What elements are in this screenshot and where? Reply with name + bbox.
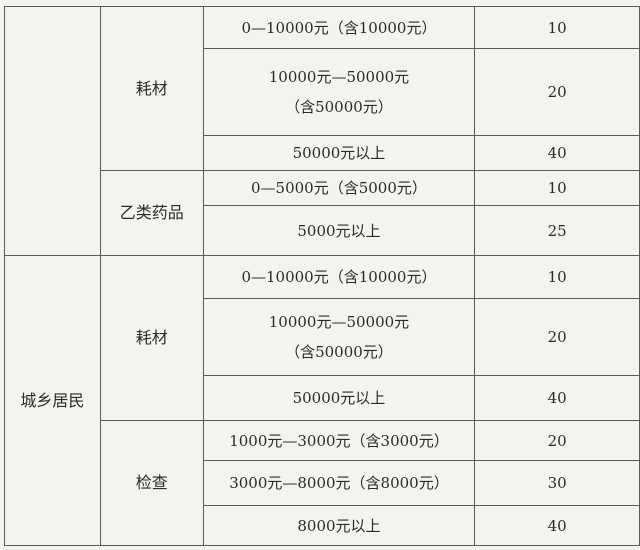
range-cell: 5000元以上 bbox=[202, 205, 476, 256]
range-cell: 1000元—3000元（含3000元） bbox=[202, 420, 476, 461]
table-row: 50000元以上 40 bbox=[5, 375, 640, 421]
range-cell: 50000元以上 bbox=[202, 375, 476, 421]
value-cell: 40 bbox=[474, 135, 640, 171]
range-cell: 10000元—50000元 （含50000元） bbox=[202, 298, 476, 376]
range-cell: 50000元以上 bbox=[202, 135, 476, 171]
category-cell: 检查 bbox=[99, 420, 204, 546]
reimbursement-table: 耗材 0—10000元（含10000元） 10 10000元—50000元 （含5… bbox=[4, 6, 640, 546]
group-cell: 城乡居民 bbox=[4, 255, 101, 546]
value-cell: 10 bbox=[474, 170, 640, 206]
range-cell: 8000元以上 bbox=[202, 505, 476, 546]
table-row: 10000元—50000元 （含50000元） 20 bbox=[5, 48, 640, 136]
table-row: 5000元以上 25 bbox=[5, 205, 640, 256]
table-row: 乙类药品 0—5000元（含5000元） 10 bbox=[5, 170, 640, 256]
value-cell: 10 bbox=[474, 6, 640, 49]
table-row: 城乡居民 耗材 0—10000元（含10000元） 10 bbox=[4, 255, 640, 546]
value-cell: 20 bbox=[474, 420, 640, 461]
range-cell: 3000元—8000元（含8000元） bbox=[202, 460, 476, 506]
table-row: 耗材 0—10000元（含10000元） 10 bbox=[4, 6, 640, 256]
table-row: 10000元—50000元 （含50000元） 20 bbox=[5, 298, 640, 376]
table-row: 8000元以上 40 bbox=[5, 505, 640, 546]
category-cell: 乙类药品 bbox=[99, 170, 204, 256]
category-cell: 耗材 bbox=[99, 255, 204, 421]
table-row: 检查 1000元—3000元（含3000元） 20 bbox=[5, 420, 640, 546]
value-cell: 10 bbox=[474, 255, 640, 299]
table-row: 50000元以上 40 bbox=[5, 135, 640, 171]
value-cell: 40 bbox=[474, 375, 640, 421]
range-line: （含50000元） bbox=[285, 98, 393, 116]
range-cell: 0—10000元（含10000元） bbox=[202, 6, 476, 49]
range-cell: 10000元—50000元 （含50000元） bbox=[202, 48, 476, 136]
range-cell: 0—10000元（含10000元） bbox=[202, 255, 476, 299]
value-cell: 20 bbox=[474, 48, 640, 136]
range-cell: 0—5000元（含5000元） bbox=[202, 170, 476, 206]
value-cell: 40 bbox=[474, 505, 640, 546]
range-line: （含50000元） bbox=[285, 343, 393, 361]
value-cell: 25 bbox=[474, 205, 640, 256]
value-cell: 30 bbox=[474, 460, 640, 506]
category-cell: 耗材 bbox=[99, 6, 204, 171]
group-cell bbox=[4, 6, 101, 256]
range-line: 10000元—50000元 bbox=[268, 68, 410, 86]
value-cell: 20 bbox=[474, 298, 640, 376]
range-line: 10000元—50000元 bbox=[268, 313, 410, 331]
